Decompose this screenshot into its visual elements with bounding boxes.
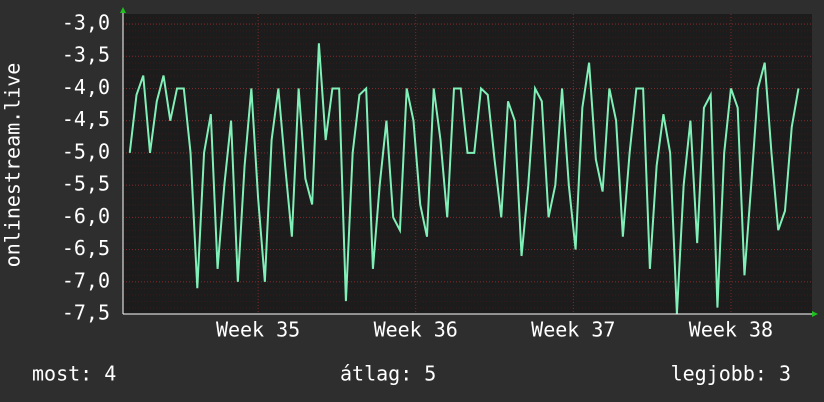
x-tick-label: Week 36 bbox=[374, 318, 458, 342]
y-tick-label: -5,5 bbox=[62, 172, 110, 196]
y-tick-label: -6,0 bbox=[62, 204, 110, 228]
y-tick-label: -4,0 bbox=[62, 75, 110, 99]
footer-current: most: 4 bbox=[32, 362, 116, 386]
y-tick-label: -3,0 bbox=[62, 11, 110, 35]
y-tick-label: -7,0 bbox=[62, 268, 110, 292]
footer-best: legjobb: 3 bbox=[671, 362, 791, 386]
y-tick-label: -4,5 bbox=[62, 107, 110, 131]
y-axis-title: onlinestream.live bbox=[1, 63, 25, 268]
x-tick-label: Week 37 bbox=[531, 318, 615, 342]
y-tick-label: -7,5 bbox=[62, 301, 110, 325]
plot bbox=[128, 43, 800, 315]
x-arrow bbox=[812, 311, 818, 317]
x-tick-label: Week 38 bbox=[689, 318, 773, 342]
x-tick-label: Week 35 bbox=[216, 318, 300, 342]
y-tick-label: -3,5 bbox=[62, 43, 110, 67]
y-tick-label: -5,0 bbox=[62, 139, 110, 163]
line bbox=[128, 43, 800, 315]
footer-average: átlag: 5 bbox=[340, 362, 436, 386]
y-arrow bbox=[120, 7, 126, 13]
y-tick-label: -6,5 bbox=[62, 236, 110, 260]
